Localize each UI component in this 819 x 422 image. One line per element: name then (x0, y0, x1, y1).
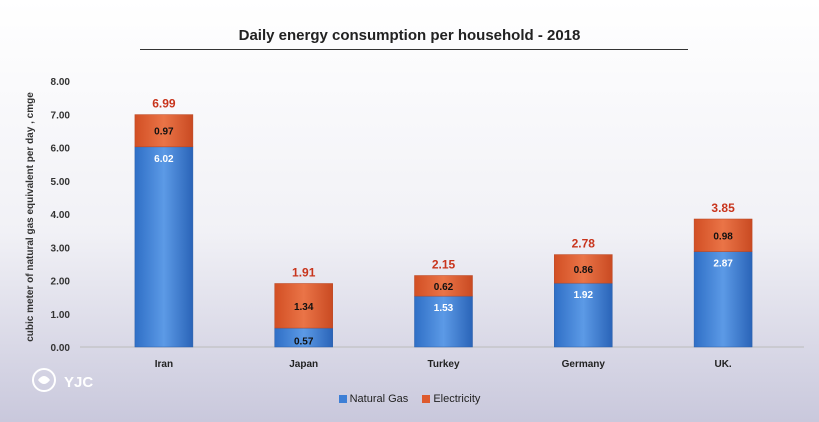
y-tick-label: 6.00 (51, 144, 71, 155)
data-label-total: 2.78 (572, 237, 596, 251)
data-label-electricity: 0.62 (434, 282, 454, 293)
data-label-natural-gas: 6.02 (154, 154, 174, 165)
y-tick-label: 8.00 (51, 77, 71, 88)
y-tick-label: 4.00 (51, 210, 71, 221)
y-axis: 0.00 1.00 2.00 3.00 4.00 5.00 6.00 7.00 8.00 cubi… (25, 77, 70, 354)
y-tick-label: 0.00 (51, 343, 71, 354)
legend-item: Electricity (422, 393, 480, 405)
data-label-electricity: 0.98 (713, 231, 733, 242)
legend-swatch (422, 395, 431, 403)
y-tick-label: 1.00 (51, 310, 71, 321)
watermark-text: YJC (64, 374, 93, 391)
data-label-natural-gas: 1.92 (574, 290, 594, 301)
legend-label: Natural Gas (349, 393, 409, 405)
chart-title: Daily energy consumption per household -… (238, 27, 581, 44)
x-axis: Iran Japan Turkey Germany UK. (80, 346, 804, 370)
bar-electricity-iran (134, 114, 194, 148)
bar-natural-gas-germany (554, 282, 613, 348)
data-label-total: 1.91 (292, 265, 316, 279)
value-labels: 6.02 0.97 6.99 0.57 1.34 1.91 1.53 0.62 2.15 1.92… (152, 97, 735, 348)
data-label-electricity: 1.34 (294, 302, 314, 313)
x-tick-label: UK. (714, 359, 731, 370)
data-label-total: 3.85 (711, 201, 735, 215)
x-tick-label: Japan (289, 359, 318, 370)
bars (134, 114, 753, 348)
legend: Natural Gas Electricity (0, 393, 819, 405)
y-tick-label: 5.00 (51, 177, 71, 188)
legend-item: Natural Gas (338, 393, 409, 405)
data-label-natural-gas: 0.57 (294, 337, 314, 348)
x-tick-label: Iran (155, 359, 173, 370)
y-tick-label: 2.00 (51, 277, 71, 288)
bar-electricity-uk (693, 218, 753, 252)
data-label-natural-gas: 2.87 (713, 259, 733, 270)
bar-electricity-germany (554, 254, 613, 284)
legend-swatch (338, 395, 347, 403)
y-tick-label: 7.00 (51, 110, 71, 121)
x-tick-label: Turkey (427, 359, 459, 370)
data-label-total: 2.15 (432, 258, 456, 272)
y-axis-title: cubic meter of natural gas equivalent pe… (25, 92, 36, 342)
data-label-electricity: 0.86 (574, 265, 594, 276)
bar-electricity-japan (274, 283, 333, 329)
data-label-natural-gas: 1.53 (434, 303, 454, 314)
x-tick-label: Germany (562, 359, 606, 370)
legend-label: Electricity (433, 393, 481, 405)
data-label-electricity: 0.97 (154, 127, 174, 138)
bar-natural-gas-iran (134, 146, 194, 348)
data-label-total: 6.99 (152, 97, 176, 111)
yjc-logo: YJC (30, 366, 110, 400)
y-tick-label: 3.00 (51, 243, 71, 254)
title-underline (140, 49, 688, 50)
bar-electricity-turkey (414, 275, 473, 297)
